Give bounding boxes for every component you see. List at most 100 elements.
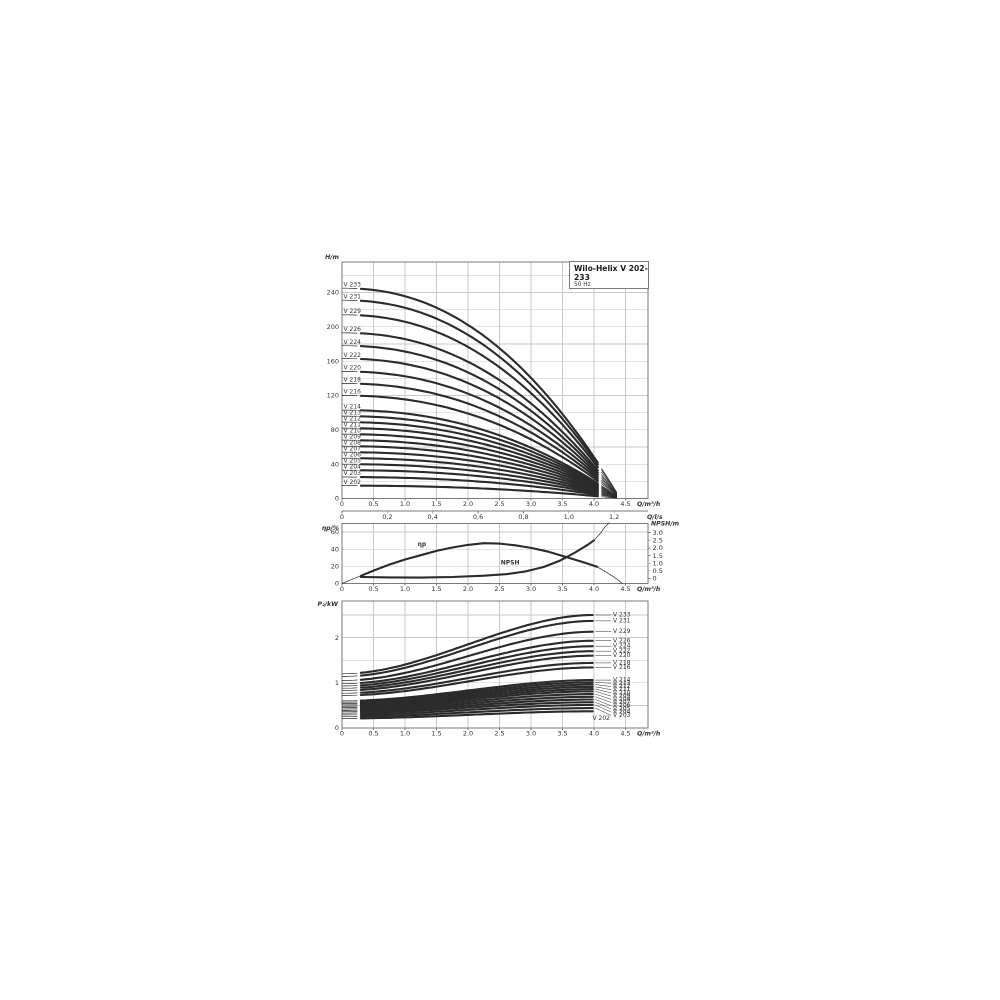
curve-label: V 209 bbox=[613, 693, 631, 700]
x2-tick-label: 1,0 bbox=[564, 513, 574, 521]
x-tick-label: 2.0 bbox=[463, 585, 473, 593]
y-tick-label: 40 bbox=[331, 460, 339, 468]
curve-label: V 212 bbox=[613, 683, 631, 690]
power-curves bbox=[341, 613, 612, 720]
pump-curve-v205 bbox=[359, 463, 599, 494]
pump-curve-v211 bbox=[359, 427, 599, 488]
pump-curve-v218 bbox=[359, 382, 599, 480]
label-leader-line bbox=[595, 701, 612, 710]
pump-curve-v226 bbox=[359, 332, 599, 472]
x-axis: 0 0.5 1.0 1.5 2.0 2.5 3.0 3.5 4.0 4.5 Q/m³/h bbox=[340, 498, 661, 508]
curve-label: V 206 bbox=[613, 702, 631, 709]
curve-label: V 210 bbox=[344, 427, 362, 434]
y-tick-label: 0 bbox=[335, 580, 339, 588]
x-tick-label: 2.0 bbox=[463, 730, 473, 738]
x-axis-unit-label: Q/m³/h bbox=[637, 586, 661, 593]
x-tick-label: 1.5 bbox=[431, 730, 441, 738]
label-leader-line bbox=[595, 688, 612, 694]
y2-tick-label: 3.0 bbox=[653, 529, 663, 537]
grid bbox=[342, 262, 648, 499]
curve-label: NPSH bbox=[501, 560, 520, 567]
power-curve-v231 bbox=[341, 675, 358, 677]
power-curve-v220 bbox=[359, 654, 594, 691]
power-curve-v204 bbox=[359, 703, 594, 716]
curve-label: V 226 bbox=[344, 326, 362, 333]
power-curve-v206 bbox=[359, 698, 594, 713]
label-leader-line bbox=[595, 686, 612, 690]
curve-label: V 222 bbox=[613, 648, 631, 655]
curve-label: V 216 bbox=[613, 664, 631, 671]
power-curve-v214 bbox=[359, 679, 594, 702]
curve-label: V 204 bbox=[613, 709, 631, 716]
x-tick-label: 4.5 bbox=[620, 585, 630, 593]
curve-thin bbox=[593, 522, 610, 541]
y-tick-label: 0 bbox=[335, 724, 339, 732]
curve-label: V 229 bbox=[613, 628, 631, 635]
pump-curve-v202 bbox=[601, 496, 618, 499]
curve-label: V 207 bbox=[344, 445, 362, 452]
power-chart: 0 1 2 P₂/kW 0 0.5 1.0 1.5 2.0 2.5 3.0 3.5 4.0 4.5 Q/m³… bbox=[318, 600, 661, 738]
x-tick-label: 1.5 bbox=[431, 585, 441, 593]
pump-curve-v218 bbox=[601, 481, 618, 496]
y2-axis-unit-label: NPSH/m bbox=[651, 521, 680, 528]
x-tick-label: 3.0 bbox=[526, 730, 536, 738]
curve-label: V 203 bbox=[613, 712, 631, 719]
x-tick-label: 1.0 bbox=[400, 730, 410, 738]
pump-curve-v231 bbox=[601, 469, 618, 493]
pump-curve-v220 bbox=[601, 479, 618, 496]
x2-tick-label: 1,2 bbox=[609, 513, 619, 521]
curve-label: V 204 bbox=[344, 463, 362, 470]
curve-label: V 213 bbox=[613, 680, 631, 687]
y-axis-unit-label: P₂/kW bbox=[318, 601, 340, 608]
power-curve-v222 bbox=[359, 650, 594, 689]
curve-label: V 233 bbox=[613, 612, 631, 619]
curve-label: V 220 bbox=[613, 652, 631, 659]
x2-tick-label: 0,4 bbox=[428, 513, 438, 521]
plot-frame bbox=[341, 523, 649, 584]
pump-curve-v209 bbox=[359, 439, 599, 490]
curve-label: V 205 bbox=[344, 457, 362, 464]
curve-label: V 231 bbox=[344, 293, 362, 300]
power-curve-v233 bbox=[359, 613, 594, 674]
pump-curve-v229 bbox=[359, 314, 599, 469]
curve-label: V 222 bbox=[344, 352, 362, 359]
curve-label: V 218 bbox=[613, 659, 631, 666]
power-curve-v203 bbox=[359, 707, 594, 718]
pump-curve-v206 bbox=[359, 457, 599, 493]
y-tick-label: 160 bbox=[327, 357, 339, 365]
curve-label: V 231 bbox=[613, 617, 631, 624]
curve-thick bbox=[359, 542, 599, 577]
y2-tick-label: 0 bbox=[653, 575, 657, 583]
x2-tick-label: 0,6 bbox=[473, 513, 483, 521]
power-curve-v212 bbox=[359, 683, 594, 705]
pump-curve-v224 bbox=[359, 345, 599, 474]
y2-tick-label: 2.0 bbox=[653, 544, 663, 552]
curve-label: ηp bbox=[418, 541, 427, 548]
power-curve-v210 bbox=[359, 688, 594, 708]
curve-label: V 218 bbox=[344, 377, 362, 384]
y2-tick-label: 1.0 bbox=[653, 559, 663, 567]
x-tick-label: 2.0 bbox=[463, 500, 473, 508]
y-tick-label: 0 bbox=[335, 495, 339, 503]
x-tick-label: 4.0 bbox=[589, 730, 599, 738]
label-leader-line bbox=[595, 707, 612, 716]
y-tick-label: 60 bbox=[331, 528, 339, 536]
y2-tick-label: 2.5 bbox=[653, 536, 663, 544]
curve-label: V 203 bbox=[344, 470, 362, 477]
curve-npsh bbox=[359, 522, 610, 579]
power-curve-v213 bbox=[359, 681, 594, 703]
x-tick-label: 4.0 bbox=[589, 500, 599, 508]
x-tick-label: 3.0 bbox=[526, 585, 536, 593]
pump-curve-v220 bbox=[359, 370, 599, 478]
curve-label: V 224 bbox=[613, 643, 631, 650]
label-leader-line bbox=[595, 682, 612, 684]
power-curve-v211 bbox=[359, 685, 594, 706]
curve-label: V 205 bbox=[613, 705, 631, 712]
y-tick-label: 200 bbox=[327, 323, 339, 331]
curve-label: V 214 bbox=[344, 403, 362, 410]
x-tick-label: 2.5 bbox=[494, 500, 504, 508]
y-axis-unit-label: H/m bbox=[325, 254, 339, 261]
x-axis: 0 0.5 1.0 1.5 2.0 2.5 3.0 3.5 4.0 4.5 Q/m³/h bbox=[340, 583, 661, 593]
y2-tick-label: 1.5 bbox=[653, 552, 663, 560]
